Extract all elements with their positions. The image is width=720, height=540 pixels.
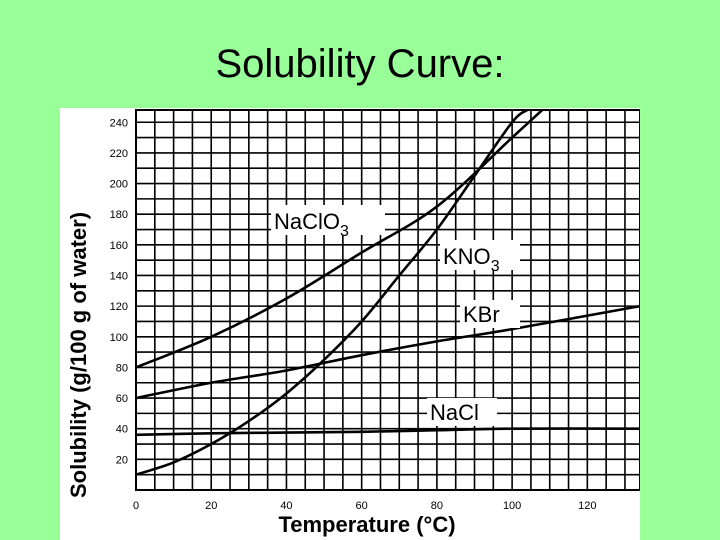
series-label-naclo3: NaClO3 (274, 209, 349, 240)
plot-border (135, 109, 640, 491)
series-label-nacl: NaCl (430, 400, 479, 425)
series-labels: NaClO3 KNO3 KBr NaCl (271, 205, 520, 426)
x-tick-label: 100 (503, 500, 521, 512)
y-tick-label: 140 (110, 270, 128, 282)
series-label-kno3: KNO3 (443, 244, 500, 275)
y-tick-label: 120 (110, 301, 128, 313)
series-line-kbr (136, 304, 640, 400)
x-tick-label: 80 (431, 500, 443, 512)
series-label-kbr: KBr (463, 302, 500, 327)
tick-labels: 0 20 40 60 80 100 120 20 40 60 80 100 120 140 160 180 20… (110, 117, 597, 512)
x-axis-title: Temperature (°C) (278, 512, 455, 537)
slide-title: Solubility Curve: (215, 42, 505, 86)
chart-panel: 0 20 40 60 80 100 120 20 40 60 80 100 120 140 160 180 20… (60, 108, 640, 540)
series-line-naclo3 (136, 110, 544, 369)
series-line-nacl (136, 427, 640, 437)
series-label-bg-nacl (427, 398, 497, 426)
y-axis-title: Solubility (g/100 g of water) (66, 212, 91, 498)
x-tick-label: 40 (280, 500, 292, 512)
x-tick-label: 0 (133, 500, 139, 512)
y-tick-label: 20 (116, 454, 128, 466)
y-tick-label: 40 (116, 424, 128, 436)
y-tick-label: 100 (110, 332, 128, 344)
y-tick-label: 220 (110, 148, 128, 160)
y-tick-label: 200 (110, 179, 128, 191)
y-tick-label: 160 (110, 240, 128, 252)
series-label-bg-kbr (460, 300, 520, 328)
series-lines (136, 110, 640, 476)
x-tick-label: 20 (205, 500, 217, 512)
x-tick-label: 60 (356, 500, 368, 512)
y-tick-label: 240 (110, 117, 128, 129)
y-tick-label: 60 (116, 393, 128, 405)
solubility-chart: 0 20 40 60 80 100 120 20 40 60 80 100 120 140 160 180 20… (66, 109, 640, 537)
series-label-bg-kno3 (440, 240, 520, 270)
series-label-bg-naclo3 (271, 205, 385, 235)
series-line-kno3 (136, 110, 528, 476)
y-tick-label: 180 (110, 209, 128, 221)
x-tick-label: 120 (578, 500, 596, 512)
y-tick-label: 80 (116, 362, 128, 374)
